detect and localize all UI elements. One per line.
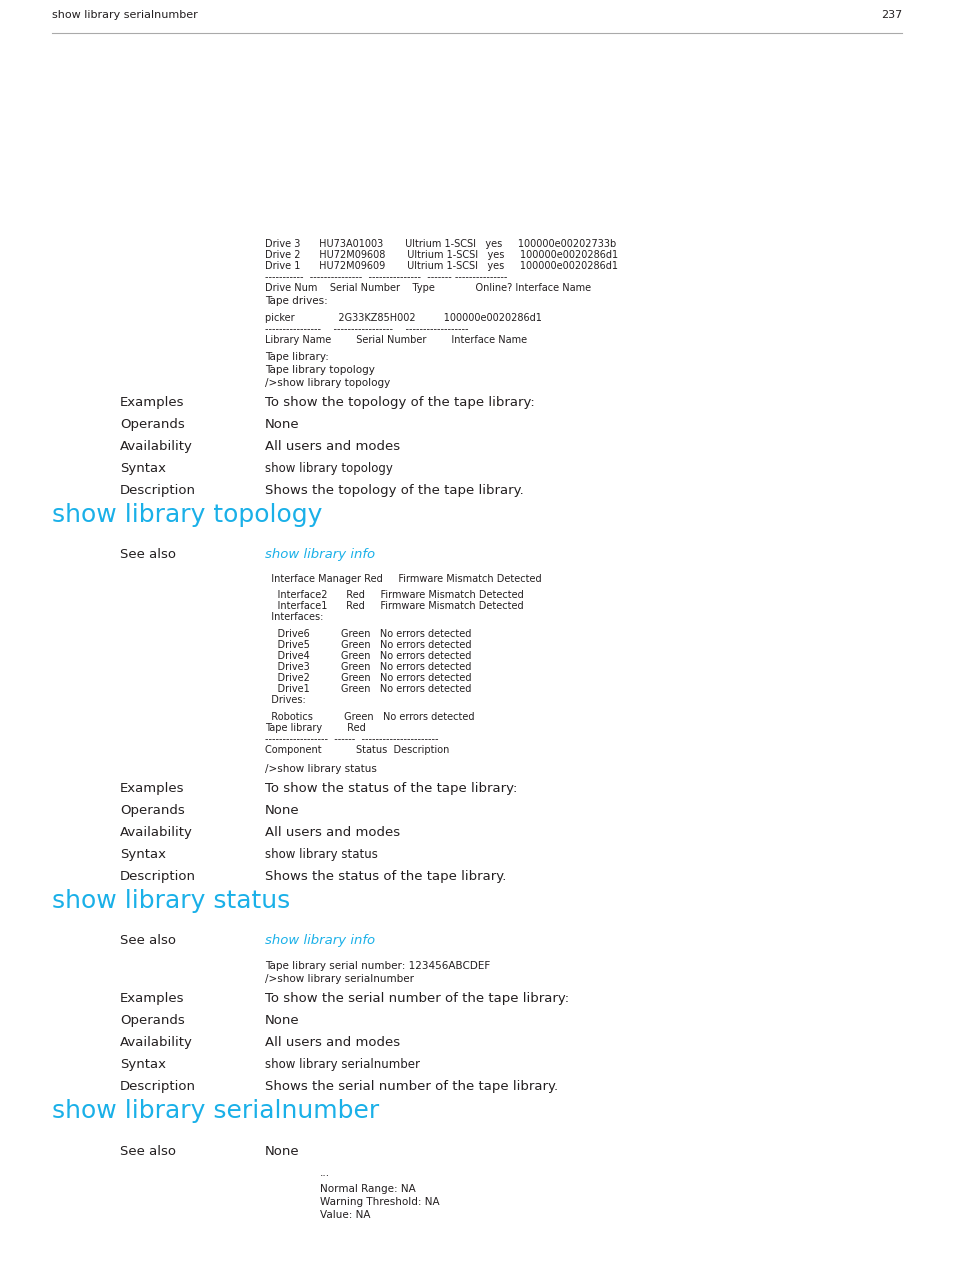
Text: Drive2          Green   No errors detected: Drive2 Green No errors detected [265,674,471,683]
Text: Drive3          Green   No errors detected: Drive3 Green No errors detected [265,662,471,672]
Text: Shows the serial number of the tape library.: Shows the serial number of the tape libr… [265,1080,558,1093]
Text: Drives:: Drives: [265,695,305,705]
Text: None: None [265,418,299,431]
Text: Component           Status  Description: Component Status Description [265,745,449,755]
Text: Drive 2      HU72M09608       Ultrium 1-SCSI   yes     100000e0020286d1: Drive 2 HU72M09608 Ultrium 1-SCSI yes 10… [265,250,618,261]
Text: Description: Description [120,1080,195,1093]
Text: Drive5          Green   No errors detected: Drive5 Green No errors detected [265,641,471,649]
Text: Library Name        Serial Number        Interface Name: Library Name Serial Number Interface Nam… [265,336,527,344]
Text: -----------  ---------------  ---------------  ------- ---------------: ----------- --------------- ------------… [265,272,507,282]
Text: Syntax: Syntax [120,848,166,860]
Text: Drive Num    Serial Number    Type             Online? Interface Name: Drive Num Serial Number Type Online? Int… [265,283,591,294]
Text: See also: See also [120,934,175,947]
Text: show library info: show library info [265,934,375,947]
Text: Examples: Examples [120,782,184,794]
Text: Drive 3      HU73A01003       Ultrium 1-SCSI   yes     100000e00202733b: Drive 3 HU73A01003 Ultrium 1-SCSI yes 10… [265,239,616,249]
Text: show library info: show library info [265,548,375,561]
Text: ...: ... [319,1168,330,1178]
Text: See also: See also [120,548,175,561]
Text: Availability: Availability [120,440,193,452]
Text: Tape drives:: Tape drives: [265,296,328,306]
Text: Examples: Examples [120,397,184,409]
Text: Operands: Operands [120,418,185,431]
Text: Tape library:: Tape library: [265,352,329,362]
Text: Warning Threshold: NA: Warning Threshold: NA [319,1197,439,1207]
Text: All users and modes: All users and modes [265,440,399,452]
Text: Shows the topology of the tape library.: Shows the topology of the tape library. [265,484,523,497]
Text: Value: NA: Value: NA [319,1210,370,1220]
Text: Interface2      Red     Firmware Mismatch Detected: Interface2 Red Firmware Mismatch Detecte… [265,590,523,600]
Text: Tape library topology: Tape library topology [265,365,375,375]
Text: Operands: Operands [120,1014,185,1027]
Text: />show library status: />show library status [265,764,376,774]
Text: />show library topology: />show library topology [265,377,390,388]
Text: show library status: show library status [52,888,290,913]
Text: Operands: Operands [120,805,185,817]
Text: Examples: Examples [120,991,184,1005]
Text: Description: Description [120,871,195,883]
Text: None: None [265,1014,299,1027]
Text: show library serialnumber: show library serialnumber [52,10,197,20]
Text: Availability: Availability [120,826,193,839]
Text: show library serialnumber: show library serialnumber [52,1099,379,1124]
Text: Drive4          Green   No errors detected: Drive4 Green No errors detected [265,651,471,661]
Text: Robotics          Green   No errors detected: Robotics Green No errors detected [265,712,474,722]
Text: Syntax: Syntax [120,1057,166,1071]
Text: 237: 237 [880,10,901,20]
Text: Interface1      Red     Firmware Mismatch Detected: Interface1 Red Firmware Mismatch Detecte… [265,601,523,611]
Text: See also: See also [120,1145,175,1158]
Text: picker              2G33KZ85H002         100000e0020286d1: picker 2G33KZ85H002 100000e0020286d1 [265,313,541,323]
Text: To show the status of the tape library:: To show the status of the tape library: [265,782,517,794]
Text: ----------------    -----------------    ------------------: ---------------- ----------------- -----… [265,324,468,334]
Text: Interfaces:: Interfaces: [265,613,323,622]
Text: Syntax: Syntax [120,461,166,475]
Text: Drive 1      HU72M09609       Ultrium 1-SCSI   yes     100000e0020286d1: Drive 1 HU72M09609 Ultrium 1-SCSI yes 10… [265,261,618,271]
Text: Tape library serial number: 123456ABCDEF: Tape library serial number: 123456ABCDEF [265,961,490,971]
Text: show library topology: show library topology [52,503,322,527]
Text: Normal Range: NA: Normal Range: NA [319,1185,416,1193]
Text: Availability: Availability [120,1036,193,1049]
Text: show library topology: show library topology [265,461,393,475]
Text: To show the serial number of the tape library:: To show the serial number of the tape li… [265,991,569,1005]
Text: None: None [265,1145,299,1158]
Text: All users and modes: All users and modes [265,826,399,839]
Text: show library serialnumber: show library serialnumber [265,1057,419,1071]
Text: Drive1          Green   No errors detected: Drive1 Green No errors detected [265,684,471,694]
Text: To show the topology of the tape library:: To show the topology of the tape library… [265,397,535,409]
Text: Interface Manager Red     Firmware Mismatch Detected: Interface Manager Red Firmware Mismatch … [265,574,541,583]
Text: Drive6          Green   No errors detected: Drive6 Green No errors detected [265,629,471,639]
Text: />show library serialnumber: />show library serialnumber [265,974,414,984]
Text: Shows the status of the tape library.: Shows the status of the tape library. [265,871,506,883]
Text: All users and modes: All users and modes [265,1036,399,1049]
Text: Tape library        Red: Tape library Red [265,723,365,733]
Text: Description: Description [120,484,195,497]
Text: ------------------  ------  ----------------------: ------------------ ------ --------------… [265,733,438,744]
Text: show library status: show library status [265,848,377,860]
Text: None: None [265,805,299,817]
